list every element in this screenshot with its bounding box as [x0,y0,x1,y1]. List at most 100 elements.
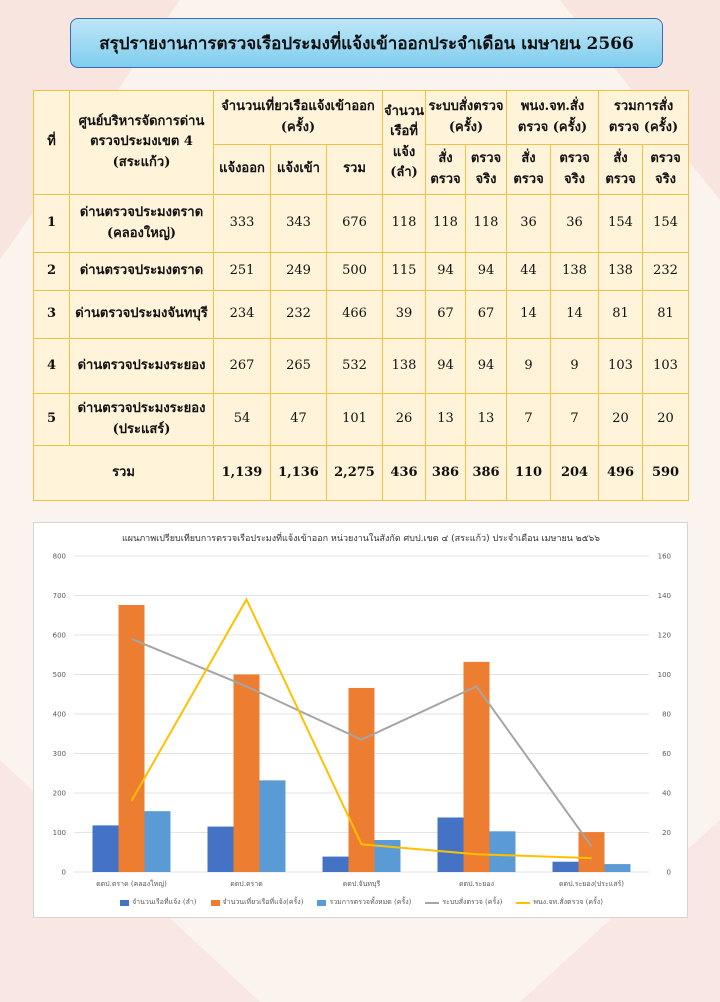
row-sum-actual: 81 [642,290,690,339]
bar [322,856,349,872]
row-boats: 26 [382,393,426,446]
row-off-order: 9 [506,338,552,394]
row-name: ด่านตรวจประมงตราด (คลองใหญ่) [69,194,214,253]
row-off-actual: 14 [550,290,600,339]
legend-label: รวมการตรวจทั้งหมด (ครั้ง) [329,898,412,906]
total-total: 2,275 [326,445,383,501]
lines [130,597,593,860]
row-boats: 138 [382,338,426,394]
row-name: ด่านตรวจประมงจันทบุรี [69,290,214,339]
legend-swatch [210,899,220,906]
legend-label: ระบบสั่งตรวจ (ครั้ง) [442,898,503,906]
legend-label: จำนวนเรือที่แจ้ง (ลำ) [132,898,197,906]
row-in: 265 [270,338,327,394]
bar [207,826,234,872]
row-no: 4 [33,338,70,394]
header-boats: จำนวนเรือที่แจ้ง (ลำ) [382,90,426,195]
total-label: รวม [33,445,214,501]
row-off-actual: 7 [550,393,600,446]
total-out: 1,139 [213,445,271,501]
header-officer-group: พนง.จท.สั่งตรวจ (ครั้ง) [506,90,600,145]
left-tick-label: 800 [53,553,66,561]
total-sum-actual: 590 [642,445,690,501]
bar [463,661,490,872]
right-tick-label: 80 [662,711,671,719]
row-sys-actual: 67 [464,290,508,339]
table-row: 3 ด่านตรวจประมงจันทบุรี 234 232 466 39 6… [33,290,690,339]
row-total: 101 [326,393,383,446]
row-sum-actual: 232 [642,252,690,291]
legend-item: จำนวนเที่ยวเรือที่แจ้ง(ครั้ง) [210,897,304,908]
legend-swatch [120,899,130,906]
report-title: สรุปรายงานการตรวจเรือประมงที่แจ้งเข้าออก… [70,18,663,68]
header-sum-ordered: สั่งตรวจ [598,144,644,195]
row-in: 47 [270,393,327,446]
right-tick-label: 0 [667,869,671,877]
row-sys-order: 94 [425,252,466,291]
row-sum-order: 81 [598,290,644,339]
row-sys-order: 13 [425,393,466,446]
bar [489,831,516,872]
left-tick-label: 400 [53,711,66,719]
row-out: 54 [213,393,271,446]
left-tick-label: 500 [53,671,66,679]
legend-item: ระบบสั่งตรวจ (ครั้ง) [425,897,502,908]
series-line [131,638,593,847]
table-row: 5 ด่านตรวจประมงระยอง (ประแสร์) 54 47 101… [33,393,690,446]
row-off-order: 44 [506,252,552,291]
row-off-actual: 9 [550,338,600,394]
bar [604,864,631,872]
left-tick-label: 200 [53,790,66,798]
x-tick-label: ดตป.ตราด (คลองใหญ่) [96,879,167,888]
table-row: 4 ด่านตรวจประมงระยอง 267 265 532 138 94 … [33,338,690,394]
row-out: 251 [213,252,271,291]
row-sum-actual: 103 [642,338,690,394]
row-off-order: 7 [506,393,552,446]
report-table: ที่ ศูนย์บริหารจัดการด่านตรวจประมงเขต 4 … [33,90,690,501]
row-in: 343 [270,194,327,253]
row-boats: 118 [382,194,426,253]
row-sys-actual: 118 [464,194,508,253]
legend-label: พนง.จท.สั่งตรวจ (ครั้ง) [533,898,603,906]
legend-swatch [425,901,440,904]
row-no: 5 [33,393,70,446]
row-sum-order: 20 [598,393,644,446]
total-boats: 436 [382,445,426,501]
bar [259,780,286,872]
header-total: รวม [326,144,383,195]
row-off-actual: 36 [550,194,600,253]
x-tick-label: ดตป.ตราด [230,880,263,888]
right-tick-label: 60 [662,750,671,758]
header-notified-group: จำนวนเที่ยวเรือแจ้งเข้าออก (ครั้ง) [213,90,383,145]
row-off-actual: 138 [550,252,600,291]
right-tick-label: 20 [662,829,671,837]
header-in: แจ้งเข้า [270,144,327,195]
row-total: 532 [326,338,383,394]
legend-label: จำนวนเที่ยวเรือที่แจ้ง(ครั้ง) [222,898,304,906]
row-sum-actual: 20 [642,393,690,446]
row-off-order: 14 [506,290,552,339]
header-sum-actual: ตรวจจริง [642,144,690,195]
row-sum-order: 138 [598,252,644,291]
row-name: ด่านตรวจประมงตราด [69,252,214,291]
bar [144,811,171,872]
left-tick-label: 0 [62,869,66,877]
total-off-order: 110 [506,445,552,501]
legend-swatch [317,899,327,906]
row-sys-order: 67 [425,290,466,339]
combo-chart: แผนภาพเปรียบเทียบการตรวจเรือประมงที่แจ้ง… [53,531,671,888]
row-total: 676 [326,194,383,253]
chart-title: แผนภาพเปรียบเทียบการตรวจเรือประมงที่แจ้ง… [122,531,600,544]
header-sys-actual: ตรวจจริง [464,144,508,195]
chart-panel: แผนภาพเปรียบเทียบการตรวจเรือประมงที่แจ้ง… [33,522,688,918]
row-sys-actual: 94 [464,338,508,394]
series-line [130,597,592,860]
left-tick-label: 700 [53,592,66,600]
row-in: 232 [270,290,327,339]
bars [92,604,631,872]
x-tick-label: ดตป.ระยอง(ประแสร์) [559,880,624,888]
row-out: 234 [213,290,271,339]
total-sys-order: 386 [425,445,466,501]
left-tick-label: 100 [53,829,66,837]
row-boats: 115 [382,252,426,291]
